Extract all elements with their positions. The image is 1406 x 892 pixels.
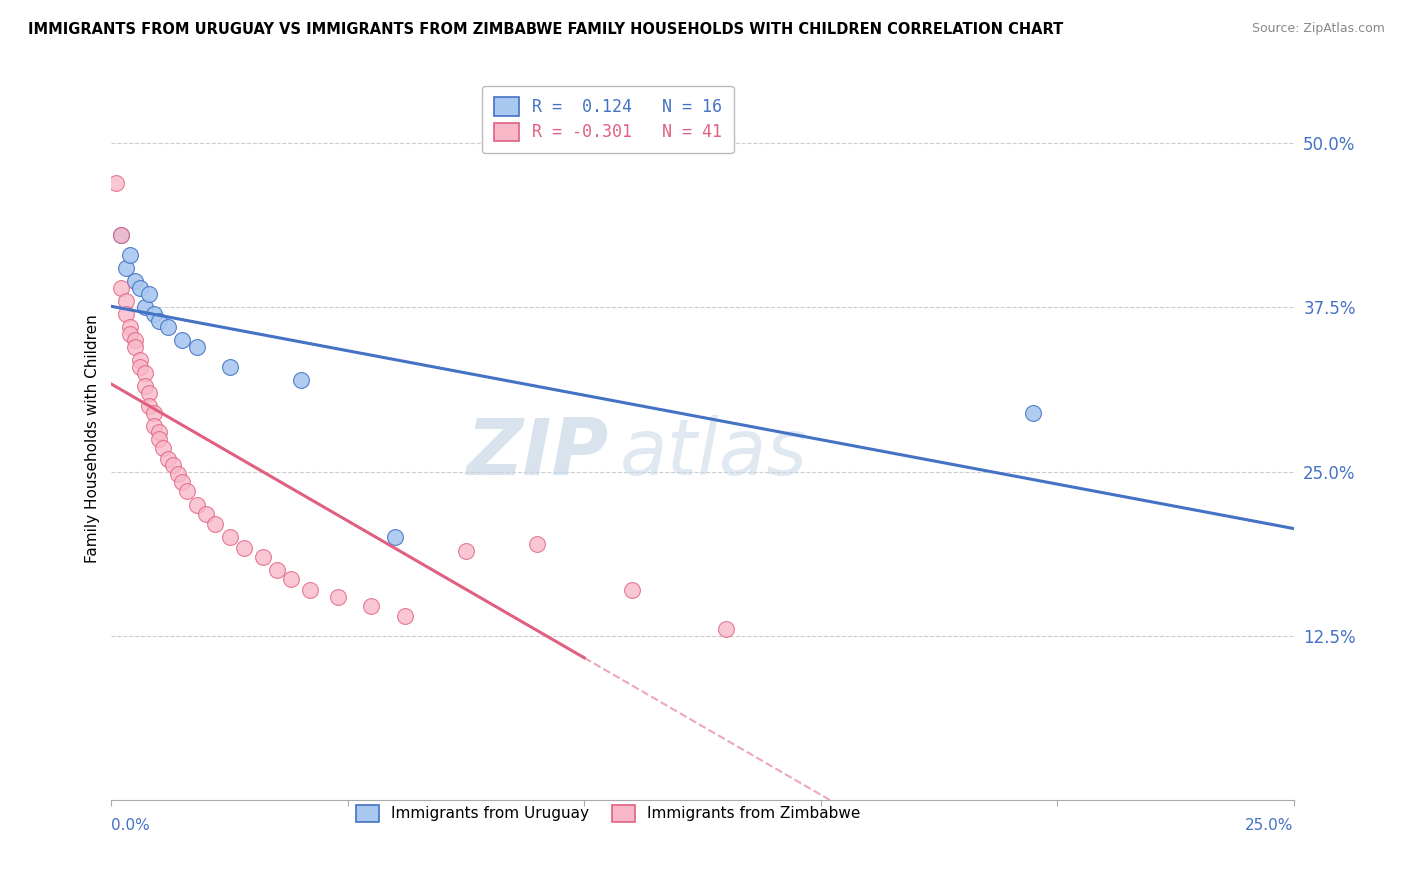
Point <box>134 379 156 393</box>
Point <box>124 340 146 354</box>
Point <box>114 307 136 321</box>
Point <box>143 418 166 433</box>
Point <box>157 451 180 466</box>
Point <box>138 385 160 400</box>
Point <box>620 582 643 597</box>
Point <box>204 517 226 532</box>
Text: 25.0%: 25.0% <box>1246 818 1294 833</box>
Point <box>162 458 184 472</box>
Point <box>166 467 188 482</box>
Point <box>394 609 416 624</box>
Point <box>152 441 174 455</box>
Point <box>134 366 156 380</box>
Text: Source: ZipAtlas.com: Source: ZipAtlas.com <box>1251 22 1385 36</box>
Point <box>143 307 166 321</box>
Point <box>186 498 208 512</box>
Point <box>124 274 146 288</box>
Point <box>384 530 406 544</box>
Point <box>148 432 170 446</box>
Point <box>328 590 350 604</box>
Point <box>1022 406 1045 420</box>
Point <box>526 537 548 551</box>
Legend: Immigrants from Uruguay, Immigrants from Zimbabwe: Immigrants from Uruguay, Immigrants from… <box>344 794 870 832</box>
Point <box>186 340 208 354</box>
Point <box>218 359 240 374</box>
Point <box>252 550 274 565</box>
Point <box>280 573 302 587</box>
Point <box>232 541 254 555</box>
Text: atlas: atlas <box>620 416 807 491</box>
Text: IMMIGRANTS FROM URUGUAY VS IMMIGRANTS FROM ZIMBABWE FAMILY HOUSEHOLDS WITH CHILD: IMMIGRANTS FROM URUGUAY VS IMMIGRANTS FR… <box>28 22 1063 37</box>
Point <box>266 563 288 577</box>
Point <box>290 373 312 387</box>
Point <box>148 313 170 327</box>
Point <box>138 399 160 413</box>
Point <box>110 228 132 243</box>
Point <box>120 320 142 334</box>
Point <box>143 406 166 420</box>
Point <box>110 281 132 295</box>
Point <box>128 359 150 374</box>
Point <box>138 287 160 301</box>
Point <box>157 320 180 334</box>
Point <box>120 326 142 341</box>
Point <box>110 228 132 243</box>
Point <box>172 475 194 490</box>
Point <box>298 582 321 597</box>
Y-axis label: Family Households with Children: Family Households with Children <box>86 315 100 563</box>
Point <box>124 333 146 347</box>
Text: 0.0%: 0.0% <box>111 818 150 833</box>
Point <box>114 260 136 275</box>
Point <box>194 507 217 521</box>
Point <box>218 530 240 544</box>
Point <box>114 293 136 308</box>
Point <box>128 353 150 368</box>
Point <box>454 543 477 558</box>
Point <box>120 248 142 262</box>
Point <box>176 484 198 499</box>
Point <box>148 425 170 440</box>
Point <box>134 301 156 315</box>
Point <box>128 281 150 295</box>
Point <box>360 599 382 613</box>
Point <box>714 623 737 637</box>
Text: ZIP: ZIP <box>465 416 607 491</box>
Point <box>172 333 194 347</box>
Point <box>105 176 128 190</box>
